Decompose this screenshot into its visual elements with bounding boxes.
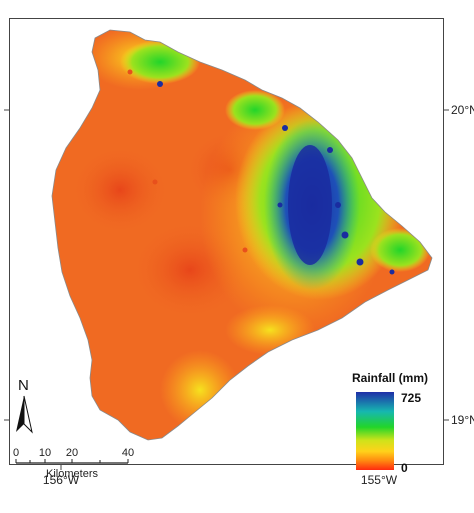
station-point [152,179,158,185]
station-point [389,269,395,275]
tick-lat-20: 20°N [451,103,474,117]
station-point [242,247,248,253]
island [52,30,432,440]
north-arrow-left [16,396,24,432]
legend-max-label: 725 [401,391,421,405]
north-arrow: N [16,377,33,434]
scale-tick-40: 40 [122,447,134,459]
scale-tick-0: 0 [13,447,19,459]
tick-lon-156: 156°W [43,473,80,487]
station-point [127,69,133,75]
station-point [282,125,288,131]
wettest-core [288,145,332,265]
dry-core-west [70,145,170,235]
legend: Rainfall (mm) 725 0 [352,371,428,475]
scale-bar: 0 10 20 40 Kilometers [13,447,134,480]
station-point [277,202,283,208]
station-point [335,202,341,208]
north-green [225,90,285,130]
legend-colorbar [356,392,394,470]
island-outline [51,29,433,441]
station-point [157,81,163,87]
east-tip-green [370,228,430,272]
north-letter: N [18,377,29,394]
north-arrow-right [23,395,33,434]
station-point [356,258,364,266]
scale-unit: Kilometers [46,468,98,480]
scale-tick-10: 10 [39,447,51,459]
legend-title: Rainfall (mm) [352,371,428,385]
tick-lon-155: 155°W [361,473,398,487]
tick-lat-19: 19°N [451,413,474,427]
station-points [127,69,395,275]
legend-min-label: 0 [401,461,408,475]
station-point [327,147,333,153]
scale-tick-20: 20 [66,447,78,459]
station-point [341,231,349,239]
